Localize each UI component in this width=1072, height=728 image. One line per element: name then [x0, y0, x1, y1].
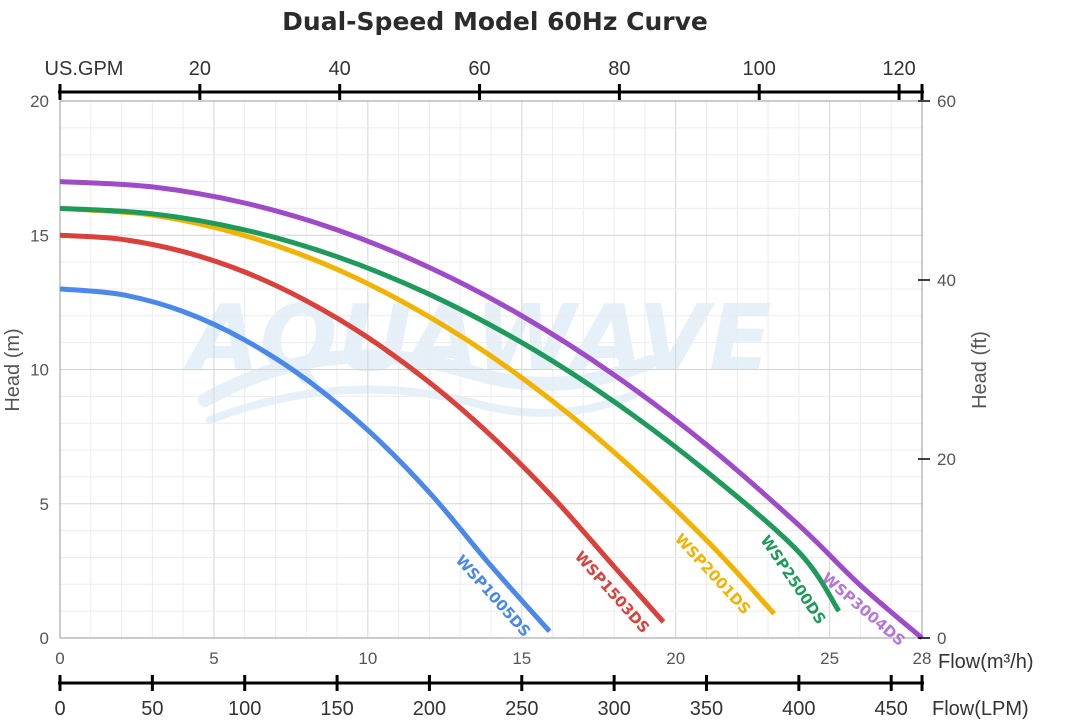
y2-axis-label: Head (ft): [969, 331, 991, 409]
series-line-wsp2001ds: [59, 205, 777, 616]
y-tick-label: 5: [40, 495, 49, 514]
x-tick-label: 20: [666, 649, 685, 668]
gpm-tick-label: 120: [882, 58, 915, 80]
gpm-tick-label: 100: [743, 58, 776, 80]
x-ticks: 0 5 10 15 20 25 28: [55, 649, 931, 668]
y2-tick-label: 0: [937, 629, 946, 648]
y-tick-label: 20: [30, 92, 49, 111]
gpm-tick-label: 40: [329, 58, 351, 80]
gpm-axis-label: US.GPM: [45, 58, 124, 80]
lpm-tick-label: 50: [141, 698, 163, 720]
y-tick-label: 10: [30, 361, 49, 380]
x-tick-label: 25: [820, 649, 839, 668]
series-line-wsp3004ds: [59, 179, 924, 640]
y-tick-label: 0: [40, 629, 49, 648]
x-tick-label: 15: [512, 649, 531, 668]
watermark-text: AQUAWAVE: [182, 285, 771, 392]
series-line-wsp1005ds: [59, 286, 552, 633]
gpm-tick-label: 20: [189, 58, 211, 80]
x-tick-label: 28: [913, 649, 932, 668]
y-axis-label: Head (m): [2, 328, 24, 411]
lpm-tick-label: 300: [597, 698, 630, 720]
lpm-tick-label: 150: [320, 698, 353, 720]
plot-frame: [59, 100, 923, 639]
lpm-tick-label: 200: [413, 698, 446, 720]
lpm-tick-label: 100: [228, 698, 261, 720]
lpm-tick-label: 250: [505, 698, 538, 720]
lpm-tick-label: 0: [54, 698, 65, 720]
lpm-tick-label: 350: [690, 698, 723, 720]
lpm-ticks: 0 50 100 150 200 250 300 350 400 450: [54, 675, 924, 720]
y2-tick-label: 20: [937, 450, 956, 469]
grid: [59, 100, 923, 639]
lpm-tick-label: 450: [875, 698, 908, 720]
lpm-tick-label: 400: [782, 698, 815, 720]
y2-tick-label: 60: [937, 92, 956, 111]
x-tick-label: 5: [209, 649, 218, 668]
y2-tick-label: 40: [937, 271, 956, 290]
gpm-ticks: 20 40 60 80 100 120: [58, 58, 924, 100]
series-line-wsp2500ds: [59, 205, 841, 613]
series-line-wsp1503ds: [59, 232, 666, 624]
x-axis-label: Flow(m³/h): [938, 651, 1034, 673]
y-tick-label: 15: [30, 226, 49, 245]
y-ticks: 0 5 10 15 20: [30, 92, 49, 648]
lpm-axis-label: Flow(LPM): [932, 698, 1029, 720]
x-tick-label: 0: [55, 649, 64, 668]
x-tick-label: 10: [358, 649, 377, 668]
chart-title: Dual-Speed Model 60Hz Curve: [282, 7, 708, 36]
y2-ticks: 0 20 40 60: [918, 92, 956, 648]
gpm-tick-label: 60: [468, 58, 490, 80]
gpm-tick-label: 80: [608, 58, 630, 80]
